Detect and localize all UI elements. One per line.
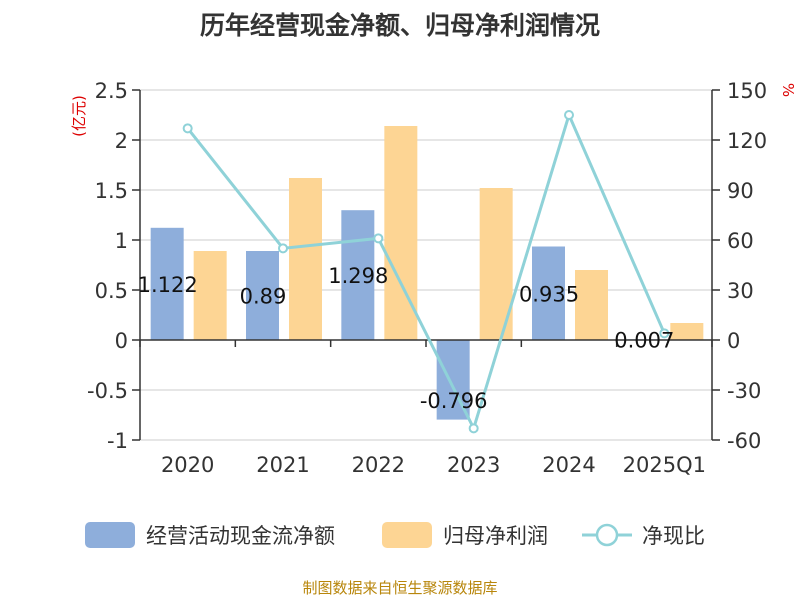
x-tick-label: 2022	[352, 453, 405, 477]
profit-bar-2021[interactable]	[289, 178, 322, 340]
legend-label-profit: 归母净利润	[443, 524, 548, 548]
ratio-point-2025Q1[interactable]	[659, 328, 670, 339]
y-left-tick-label: 2.5	[95, 79, 128, 103]
ratio-point-2024[interactable]	[564, 110, 574, 120]
y-left-unit-label: (亿元)	[70, 95, 88, 137]
x-tick-label: 2025Q1	[623, 453, 706, 477]
y-left-tick-label: -0.5	[87, 379, 128, 403]
ocf-data-label: 0.935	[519, 282, 579, 306]
y-right-tick-label: 30	[727, 279, 754, 303]
y-right-tick-label: 120	[727, 129, 767, 153]
ratio-point-2022[interactable]	[373, 233, 384, 244]
y-right-tick-label: 0	[727, 329, 740, 353]
y-right-tick-label: 60	[727, 229, 754, 253]
source-note: 制图数据来自恒生聚源数据库	[302, 579, 498, 597]
y-right-tick-label: -60	[727, 429, 761, 453]
ratio-point-2023[interactable]	[468, 423, 479, 434]
x-tick-label: 2021	[256, 453, 309, 477]
y-right-tick-label: 90	[727, 179, 754, 203]
legend-label-ocf: 经营活动现金流净额	[146, 524, 335, 548]
profit-bar-2020[interactable]	[193, 251, 227, 340]
ratio-line	[186, 110, 666, 433]
ocf-data-label: 0.89	[240, 285, 287, 309]
x-tick-label: 2023	[447, 453, 500, 477]
profit-bar-2024[interactable]	[575, 270, 608, 340]
ocf-bar-2021[interactable]	[246, 251, 279, 340]
x-tick-label: 2024	[542, 453, 595, 477]
ocf-data-label: 1.122	[138, 273, 198, 297]
chart-title: 历年经营现金净额、归母净利润情况	[199, 11, 600, 40]
legend-label-ratio: 净现比	[642, 524, 705, 548]
ratio-point-2020[interactable]	[182, 123, 193, 134]
ocf-bar-2024[interactable]	[532, 246, 565, 341]
legend-swatch-ocf	[85, 522, 135, 548]
y-left-tick-label: 1	[115, 229, 128, 253]
y-left-tick-label: 0	[115, 329, 128, 353]
legend-swatch-ratio-marker	[595, 523, 619, 547]
y-left-tick-label: 1.5	[95, 179, 128, 203]
ocf-bar-2020[interactable]	[150, 227, 184, 340]
ratio-point-2021[interactable]	[278, 243, 288, 254]
ocf-data-label: 0.007	[614, 329, 674, 353]
y-left-tick-label: 0.5	[95, 279, 128, 303]
ocf-bar-2022[interactable]	[341, 210, 375, 340]
y-left-tick-label: -1	[107, 429, 128, 453]
y-left-tick-label: 2	[115, 129, 128, 153]
x-tick-label: 2020	[161, 453, 214, 477]
ocf-data-label: 1.298	[328, 264, 388, 288]
y-right-unit-label: %	[779, 83, 797, 97]
y-right-tick-label: -30	[727, 379, 761, 403]
legend-swatch-profit	[382, 522, 432, 548]
ocf-data-label: -0.796	[420, 389, 488, 413]
profit-bar-2025Q1[interactable]	[670, 323, 704, 340]
y-right-tick-label: 150	[727, 79, 767, 103]
